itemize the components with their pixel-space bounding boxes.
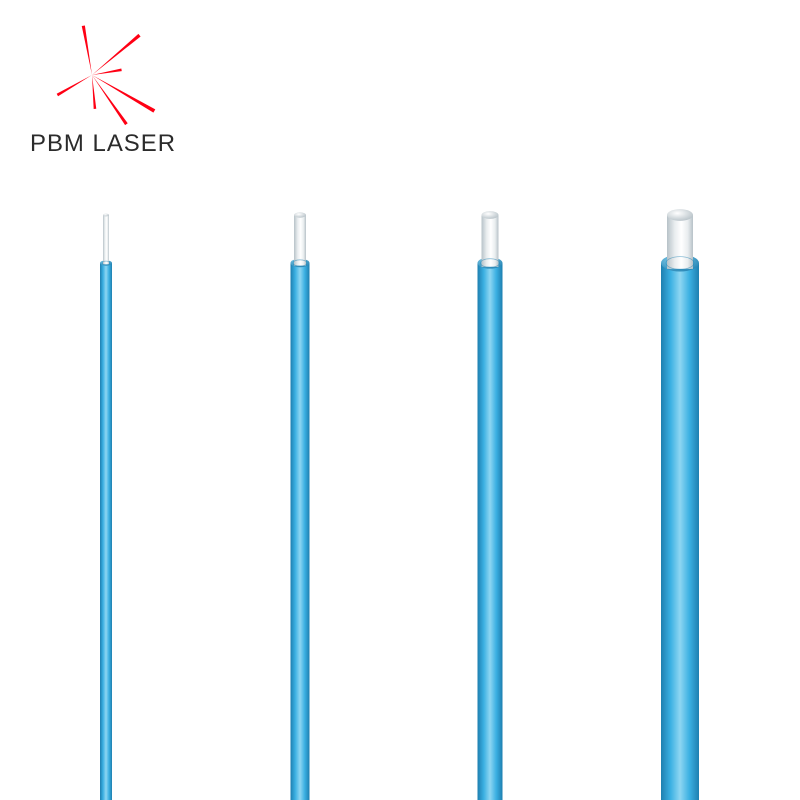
fiber-3 [478, 211, 503, 800]
fiber-1 [100, 214, 112, 800]
fiber-4 [661, 209, 699, 800]
fiber-2 [291, 212, 310, 800]
fiber-row [0, 0, 800, 800]
product-infographic: { "brand": { "name": "PBM LASER", "logo_… [0, 0, 800, 800]
